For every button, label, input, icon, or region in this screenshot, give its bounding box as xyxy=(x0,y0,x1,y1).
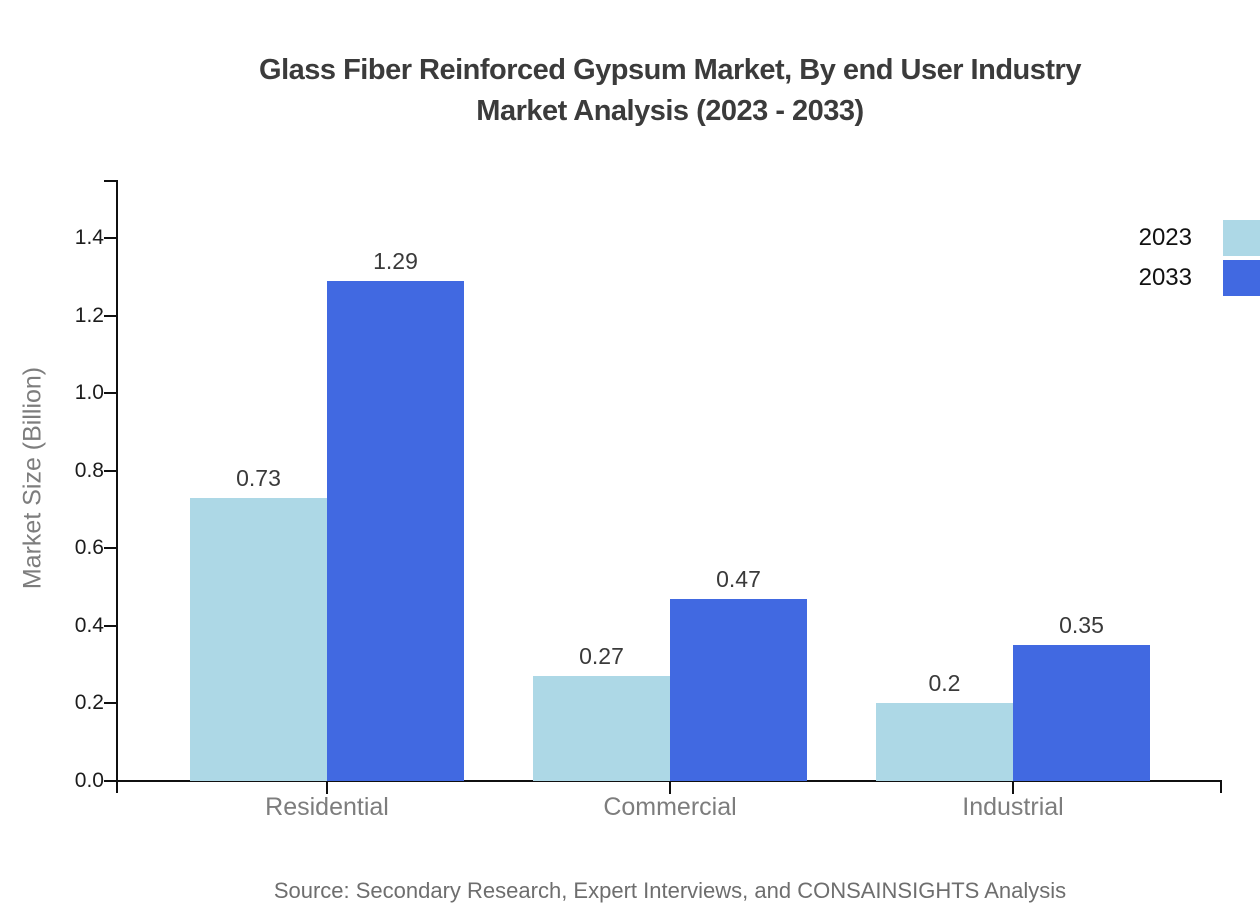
legend-label: 2023 xyxy=(1138,224,1192,251)
y-tick-label: 1.4 xyxy=(74,226,104,250)
bar-2023-commercial xyxy=(533,676,670,781)
chart-title: Glass Fiber Reinforced Gypsum Market, By… xyxy=(118,50,1222,132)
y-tick-mark xyxy=(104,547,116,550)
bar-value-label: 0.35 xyxy=(1059,612,1104,639)
y-tick-label: 0.8 xyxy=(74,458,104,482)
bar-2023-residential xyxy=(190,497,327,781)
legend-label: 2033 xyxy=(1138,264,1192,291)
y-tick-mark xyxy=(104,392,116,395)
chart-title-line2: Market Analysis (2023 - 2033) xyxy=(476,95,864,127)
y-tick-label: 1.0 xyxy=(74,381,104,405)
legend-item-2023: 2023 xyxy=(1139,220,1260,256)
bar-2023-industrial xyxy=(876,703,1013,781)
bar-value-label: 0.47 xyxy=(716,565,761,592)
y-tick-label: 0.6 xyxy=(74,536,104,560)
y-tick-label: 1.2 xyxy=(74,303,104,327)
source-note: Source: Secondary Research, Expert Inter… xyxy=(273,878,1067,903)
bar-value-label: 0.27 xyxy=(579,643,624,670)
x-category-label: Commercial xyxy=(603,793,737,821)
x-tick-mark xyxy=(1012,782,1014,794)
x-tick-mark xyxy=(669,782,671,794)
bar-value-label: 1.29 xyxy=(373,247,418,274)
y-axis-top-cap xyxy=(104,180,116,182)
bar-2033-commercial xyxy=(670,598,807,781)
y-tick-mark xyxy=(104,237,116,240)
legend-swatch-icon xyxy=(1223,260,1260,296)
x-tick-mark xyxy=(326,782,328,794)
y-tick-label: 0.4 xyxy=(74,613,104,637)
bar-2033-industrial xyxy=(1013,645,1150,781)
legend: 2023 2033 xyxy=(1139,220,1260,300)
x-category-label: Residential xyxy=(265,793,389,821)
y-tick-mark xyxy=(104,314,116,317)
x-category-label: Industrial xyxy=(962,793,1064,821)
y-tick-label: 0.0 xyxy=(74,769,104,792)
x-axis-line xyxy=(105,780,1222,782)
x-axis-end-cap xyxy=(1220,780,1222,793)
legend-swatch-icon xyxy=(1223,220,1260,256)
y-tick-mark xyxy=(104,624,116,627)
y-tick-mark xyxy=(104,780,116,782)
chart-title-line1: Glass Fiber Reinforced Gypsum Market, By… xyxy=(259,54,1081,86)
y-axis-spine xyxy=(116,180,118,793)
bar-2033-residential xyxy=(327,280,464,781)
bar-value-label: 0.2 xyxy=(928,670,961,697)
bar-value-label: 0.73 xyxy=(236,464,281,491)
y-tick-mark xyxy=(104,469,116,472)
y-tick-label: 0.2 xyxy=(74,691,104,715)
y-tick-mark xyxy=(104,702,116,705)
legend-item-2033: 2033 xyxy=(1139,260,1260,296)
